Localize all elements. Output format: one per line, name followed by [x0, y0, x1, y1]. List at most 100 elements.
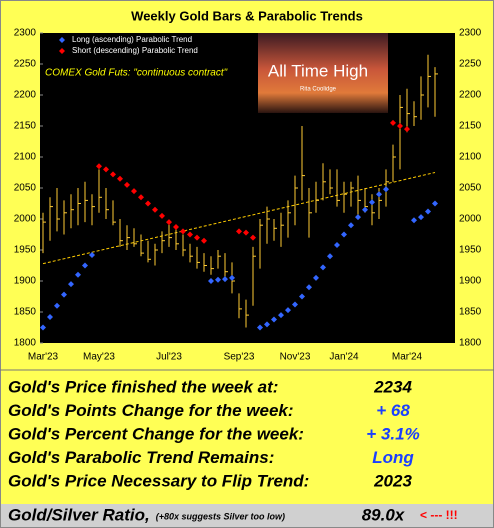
- trend-dot: [103, 166, 109, 173]
- summary-value: Long: [372, 448, 414, 467]
- inset-subtitle: Rita Coolidge: [300, 87, 337, 93]
- y2-tick-label: 2300: [459, 28, 482, 39]
- x-tick-label: Nov'23: [280, 352, 311, 363]
- trend-dot: [166, 219, 172, 226]
- trend-dot: [47, 313, 53, 320]
- annotation: COMEX Gold Futs: "continuous contract": [45, 68, 228, 79]
- trend-dot: [236, 228, 242, 235]
- trend-dot: [222, 276, 228, 283]
- summary-value: 2023: [373, 471, 412, 490]
- trend-dot: [110, 171, 116, 178]
- trend-dot: [54, 302, 60, 309]
- trend-dot: [145, 200, 151, 207]
- inset-image: [258, 33, 388, 113]
- trend-dot: [131, 188, 137, 195]
- trend-dot: [208, 278, 214, 284]
- y-tick-label: 2050: [14, 183, 37, 194]
- trend-dot: [383, 186, 389, 193]
- y-tick-label: 2150: [14, 121, 37, 132]
- trend-dot: [68, 281, 74, 288]
- trend-dot: [355, 214, 361, 221]
- y-tick-label: 1850: [14, 307, 37, 318]
- trend-line: [42, 172, 436, 265]
- trend-dot: [82, 262, 88, 269]
- y2-tick-label: 2200: [459, 90, 482, 101]
- x-tick-label: Mar'24: [392, 352, 423, 363]
- y2-tick-label: 2050: [459, 183, 482, 194]
- ratio-label: Gold/Silver Ratio,: [8, 505, 150, 524]
- trend-dot: [89, 251, 95, 258]
- x-tick-label: Jul'23: [156, 352, 182, 363]
- y2-tick-label: 1950: [459, 245, 482, 256]
- trend-dot: [180, 228, 186, 235]
- trend-dot: [425, 208, 431, 215]
- y-tick-label: 1800: [14, 338, 37, 349]
- trend-dot: [313, 274, 319, 281]
- x-tick-label: Mar'23: [28, 352, 59, 363]
- y2-tick-label: 2000: [459, 214, 482, 225]
- y2-tick-label: 1850: [459, 307, 482, 318]
- trend-dot: [411, 217, 417, 224]
- trend-dot: [320, 264, 326, 271]
- summary-value: 2234: [373, 377, 412, 396]
- trend-dot: [369, 199, 375, 206]
- trend-dot: [390, 119, 396, 126]
- summary-value: + 68: [376, 401, 410, 420]
- trend-dot: [341, 231, 347, 238]
- trend-dot: [334, 242, 340, 249]
- x-tick-label: May'23: [83, 352, 115, 363]
- trend-dot: [124, 181, 130, 188]
- trend-dot: [432, 200, 438, 207]
- x-tick-label: Jan'24: [329, 352, 359, 363]
- inset-title: All Time High: [268, 61, 368, 80]
- trend-dot: [362, 206, 368, 213]
- trend-dot: [418, 214, 424, 221]
- trend-dot: [243, 229, 249, 236]
- ratio-alert: < --- !!!: [420, 508, 458, 522]
- trend-dot: [173, 224, 179, 231]
- trend-dot: [187, 231, 193, 238]
- legend-label: Short (descending) Parabolic Trend: [72, 46, 198, 55]
- trend-dot: [327, 253, 333, 260]
- trend-dot: [159, 212, 165, 219]
- plot-area: [40, 33, 455, 343]
- trend-dot: [61, 291, 67, 298]
- y2-tick-label: 2100: [459, 152, 482, 163]
- y-tick-label: 1900: [14, 276, 37, 287]
- trend-dot: [264, 321, 270, 328]
- y2-tick-label: 1900: [459, 276, 482, 287]
- legend-marker: [59, 48, 65, 54]
- summary-label: Gold's Parabolic Trend Remains:: [8, 448, 274, 467]
- trend-dot: [376, 191, 382, 198]
- trend-dot: [397, 123, 403, 129]
- trend-dot: [306, 284, 312, 291]
- legend-marker: [59, 37, 65, 43]
- trend-dot: [194, 234, 200, 241]
- summary-label: Gold's Points Change for the week:: [8, 401, 294, 420]
- trend-dot: [271, 316, 277, 323]
- legend-label: Long (ascending) Parabolic Trend: [72, 35, 192, 44]
- trend-dot: [40, 324, 46, 331]
- trend-dot: [201, 237, 207, 244]
- trend-dot: [75, 271, 81, 278]
- x-tick-label: Sep'23: [224, 352, 255, 363]
- trend-dot: [278, 312, 284, 319]
- trend-dot: [215, 276, 221, 283]
- trend-dot: [285, 307, 291, 314]
- y-tick-label: 2300: [14, 28, 37, 39]
- trend-dot: [404, 126, 410, 133]
- trend-dot: [117, 175, 123, 182]
- ratio-row-bg: [1, 504, 493, 527]
- summary-label: Gold's Percent Change for the week:: [8, 424, 304, 443]
- trend-dot: [257, 324, 263, 331]
- y2-tick-label: 2150: [459, 121, 482, 132]
- chart-title: Weekly Gold Bars & Parabolic Trends: [131, 8, 363, 23]
- trend-dot: [229, 274, 235, 281]
- ratio-value: 89.0x: [362, 505, 406, 524]
- trend-dot: [299, 293, 305, 300]
- y-tick-label: 2200: [14, 90, 37, 101]
- trend-dot: [348, 222, 354, 229]
- y2-tick-label: 1800: [459, 338, 482, 349]
